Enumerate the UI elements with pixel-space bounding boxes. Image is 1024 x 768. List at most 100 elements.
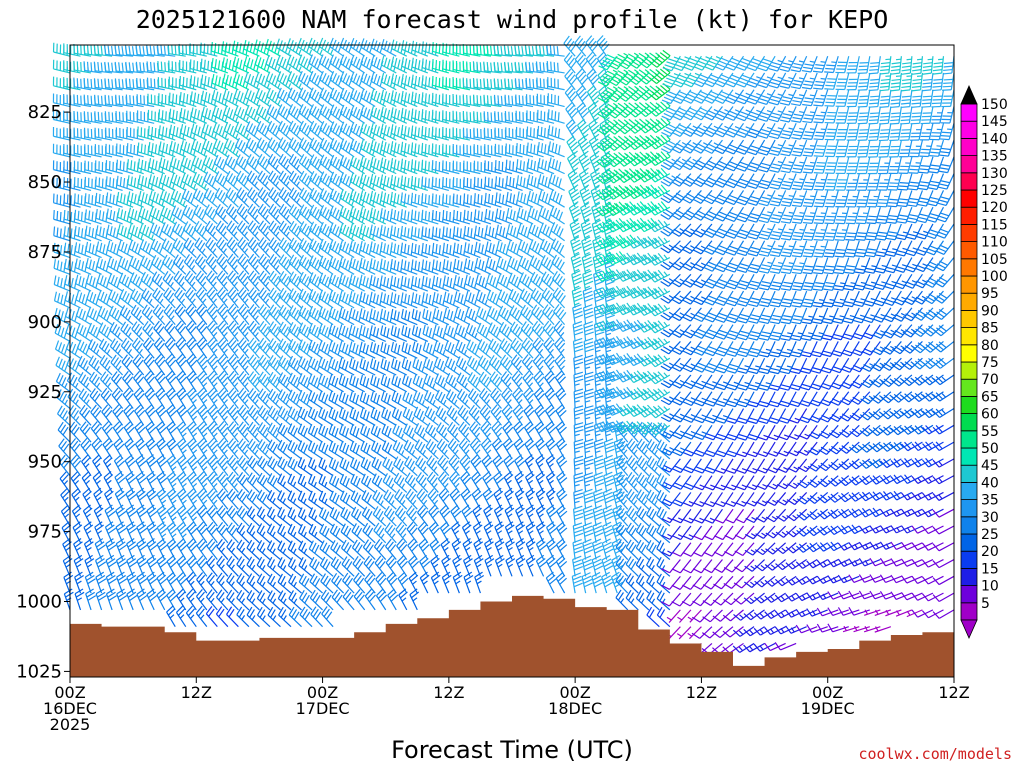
- barb-half-flag: [223, 415, 228, 421]
- barb-shaft: [185, 612, 197, 628]
- barb-flag: [117, 477, 126, 484]
- barb-half-flag: [298, 49, 302, 55]
- barb-flag: [59, 471, 67, 480]
- barb-flag: [201, 90, 205, 100]
- barb-half-flag: [235, 150, 239, 156]
- barb-shaft: [116, 593, 124, 611]
- barb-half-flag: [203, 133, 207, 139]
- barb-flag: [280, 374, 286, 384]
- barb-shaft: [146, 493, 155, 510]
- barb-flag: [293, 376, 299, 386]
- barb-flag: [249, 59, 254, 69]
- barb-shaft: [134, 427, 145, 443]
- barb-half-flag: [287, 49, 291, 55]
- barb-flag: [89, 275, 93, 285]
- barb-flag: [94, 409, 102, 418]
- barb-shaft: [116, 70, 134, 74]
- barb-flag: [100, 387, 108, 396]
- barb-flag: [116, 159, 118, 169]
- barb-shaft: [64, 283, 81, 292]
- barb-flag: [167, 44, 170, 54]
- barb-flag: [292, 75, 298, 85]
- barb-shaft: [55, 364, 71, 376]
- barb-half-flag: [223, 281, 228, 287]
- wind-barb: [299, 606, 313, 628]
- barb-flag: [253, 144, 260, 153]
- barb-half-flag: [285, 181, 290, 187]
- barb-flag: [133, 161, 136, 171]
- barb-half-flag: [213, 415, 218, 421]
- barb-flag: [313, 410, 319, 421]
- barb-half-flag: [272, 581, 276, 587]
- barb-flag: [119, 288, 125, 298]
- barb-flag: [55, 372, 61, 382]
- barb-flag: [115, 94, 117, 105]
- barb-half-flag: [256, 99, 260, 106]
- barb-flag: [276, 54, 281, 64]
- barb-flag: [92, 326, 98, 336]
- barb-flag: [82, 487, 91, 495]
- barb-flag: [137, 490, 146, 498]
- barb-half-flag: [264, 214, 269, 220]
- barb-shaft: [96, 233, 113, 242]
- barb-flag: [300, 509, 306, 519]
- barb-flag: [84, 443, 92, 452]
- barb-flag: [303, 326, 309, 336]
- barb-flag: [54, 307, 58, 318]
- barb-half-flag: [213, 449, 218, 454]
- barb-flag: [147, 125, 150, 136]
- barb-flag: [62, 426, 69, 436]
- barb-flag: [136, 342, 143, 352]
- barb-flag: [293, 158, 300, 168]
- barb-half-flag: [235, 100, 238, 106]
- barb-flag: [94, 490, 103, 498]
- barb-shaft: [246, 496, 260, 510]
- barb-flag: [239, 76, 244, 86]
- wind-barb: [75, 274, 92, 292]
- barb-flag: [314, 276, 320, 286]
- barb-half-flag: [171, 533, 177, 538]
- barb-flag: [58, 374, 64, 384]
- barb-flag: [83, 504, 91, 512]
- barb-flag: [269, 441, 276, 451]
- barb-flag: [128, 45, 131, 56]
- barb-flag: [81, 454, 89, 462]
- barb-half-flag: [214, 150, 218, 156]
- barb-flag: [62, 490, 70, 499]
- barb-flag: [61, 393, 68, 403]
- barb-shaft: [226, 529, 239, 544]
- barb-flag: [118, 561, 128, 568]
- barb-flag: [154, 144, 157, 154]
- barb-flag: [254, 39, 258, 49]
- barb-flag: [307, 407, 313, 417]
- barb-shaft: [80, 444, 92, 460]
- wind-barb: [101, 420, 114, 443]
- barb-flag: [125, 407, 133, 415]
- barb-flag: [57, 405, 63, 415]
- barb-half-flag: [169, 614, 175, 619]
- barb-flag: [128, 460, 136, 468]
- barb-flag: [303, 427, 308, 437]
- barb-flag: [97, 289, 102, 299]
- barb-flag: [261, 494, 268, 503]
- barb-shaft: [53, 218, 71, 225]
- barb-half-flag: [264, 432, 269, 438]
- barb-flag: [120, 337, 128, 347]
- barb-flag: [118, 578, 128, 585]
- barb-shaft: [64, 299, 81, 309]
- barb-flag: [127, 574, 137, 582]
- barb-flag: [123, 420, 132, 429]
- barb-half-flag: [213, 332, 218, 337]
- barb-flag: [126, 440, 134, 448]
- wind-barb: [52, 193, 71, 208]
- barb-flag: [280, 156, 287, 165]
- barb-half-flag: [241, 547, 246, 553]
- wind-barb: [80, 437, 92, 460]
- barb-flag: [106, 571, 115, 578]
- barb-shaft: [257, 362, 271, 376]
- barb-flag: [234, 105, 239, 115]
- barb-flag: [120, 225, 124, 235]
- barb-flag: [123, 243, 128, 253]
- barb-half-flag: [75, 530, 81, 535]
- barb-flag: [290, 324, 297, 333]
